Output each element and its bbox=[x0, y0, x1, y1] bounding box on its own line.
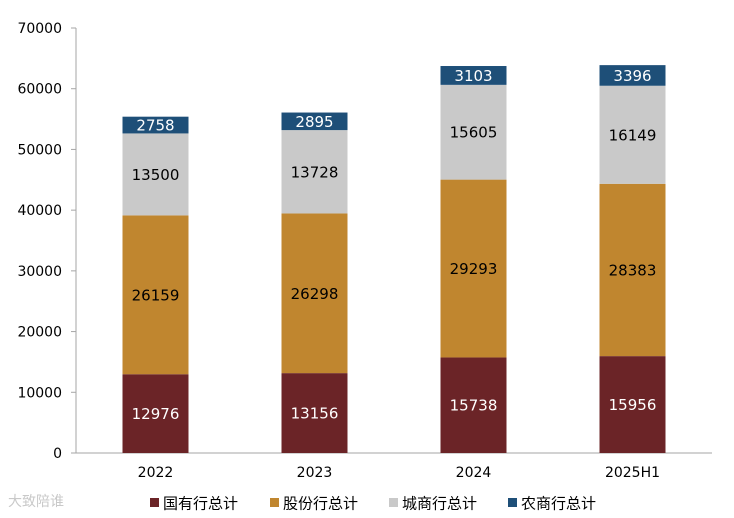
legend-swatch bbox=[270, 498, 279, 507]
bar-segment bbox=[122, 215, 189, 375]
x-tick-label: 2022 bbox=[138, 465, 174, 481]
bar-segment bbox=[599, 85, 666, 184]
bar-segment bbox=[281, 213, 348, 374]
legend-swatch bbox=[150, 498, 159, 507]
x-tick-label: 2025H1 bbox=[605, 465, 660, 481]
bar-segment bbox=[599, 65, 666, 86]
data-label: 3396 bbox=[613, 67, 651, 85]
bar-segment bbox=[440, 66, 507, 85]
y-tick-label: 30000 bbox=[17, 264, 62, 280]
legend-label: 国有行总计 bbox=[163, 495, 238, 513]
bars bbox=[122, 65, 666, 453]
data-label: 3103 bbox=[454, 67, 492, 85]
axes: 0 10000 20000 30000 40000 50000 60000 70000 2022… bbox=[17, 21, 712, 481]
y-tick-label: 10000 bbox=[17, 385, 62, 401]
legend-label: 股份行总计 bbox=[283, 495, 358, 513]
bar-segment bbox=[281, 112, 348, 131]
legend-swatch bbox=[508, 498, 517, 507]
data-labels: 12976 26159 13500 2758 13156 26298 13728 2895 15… bbox=[132, 67, 657, 423]
data-label: 2758 bbox=[136, 117, 174, 135]
legend-swatch bbox=[389, 498, 398, 507]
data-label: 15956 bbox=[609, 396, 657, 414]
y-tick-label: 40000 bbox=[17, 203, 62, 219]
legend-label: 农商行总计 bbox=[521, 495, 596, 513]
data-label: 16149 bbox=[609, 126, 657, 144]
y-tick-label: 20000 bbox=[17, 325, 62, 341]
legend: 国有行总计 股份行总计 城商行总计 农商行总计 bbox=[150, 495, 596, 513]
y-tick-label: 0 bbox=[53, 446, 62, 462]
bar-segment bbox=[281, 373, 348, 453]
y-tick-label: 70000 bbox=[17, 21, 62, 37]
data-label: 2895 bbox=[295, 113, 333, 131]
bar-segment bbox=[599, 356, 666, 453]
data-label: 15605 bbox=[450, 124, 498, 142]
data-label: 15738 bbox=[450, 397, 498, 415]
data-label: 12976 bbox=[132, 405, 180, 423]
data-label: 13500 bbox=[132, 166, 180, 184]
bar-segment bbox=[122, 133, 189, 216]
data-label: 29293 bbox=[450, 260, 498, 278]
y-tick-label: 60000 bbox=[17, 82, 62, 98]
bar-segment bbox=[122, 116, 189, 134]
legend-label: 城商行总计 bbox=[402, 495, 477, 513]
bar-segment bbox=[599, 183, 666, 357]
bar-segment bbox=[440, 84, 507, 180]
bar-segment bbox=[440, 179, 507, 358]
bar-segment bbox=[440, 357, 507, 453]
data-label: 26159 bbox=[132, 286, 180, 304]
data-label: 28383 bbox=[609, 261, 657, 279]
data-label: 26298 bbox=[291, 285, 339, 303]
data-label: 13728 bbox=[291, 163, 339, 181]
watermark: 大致陪谁 bbox=[8, 494, 64, 510]
x-tick-label: 2024 bbox=[456, 465, 492, 481]
x-tick-label: 2023 bbox=[297, 465, 333, 481]
bar-segment bbox=[122, 374, 189, 453]
data-label: 13156 bbox=[291, 405, 339, 423]
y-tick-label: 50000 bbox=[17, 142, 62, 158]
bar-segment bbox=[281, 130, 348, 214]
